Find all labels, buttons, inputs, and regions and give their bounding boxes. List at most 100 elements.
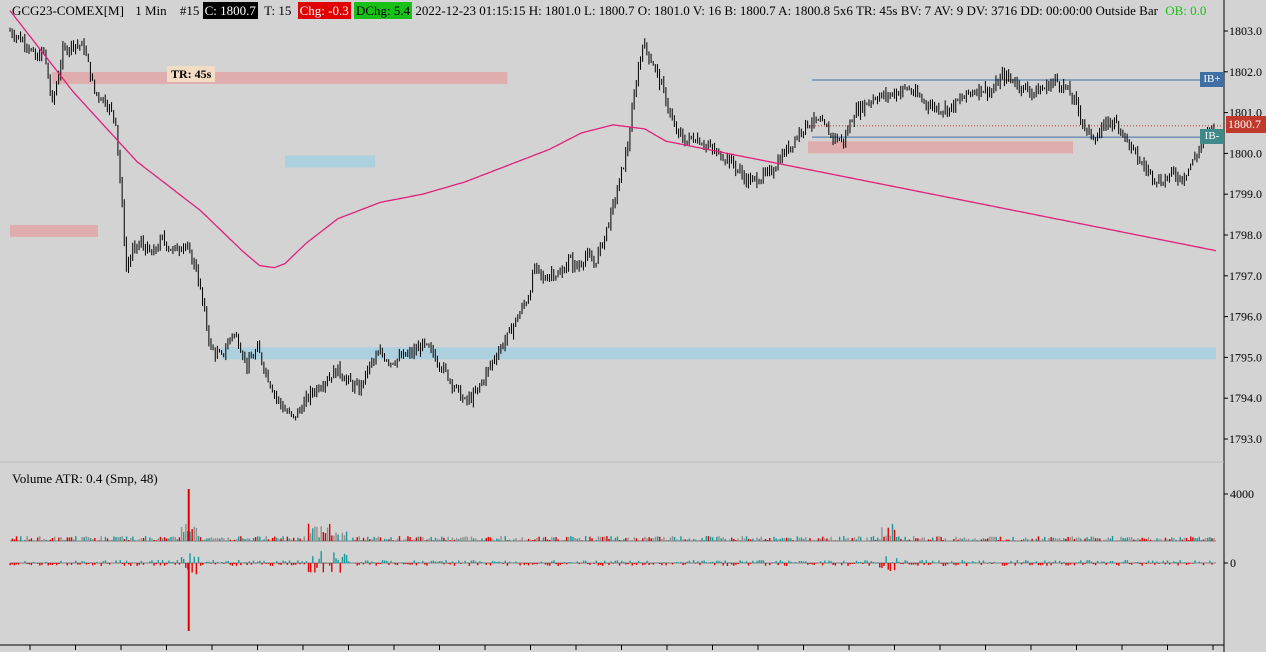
delta-bar <box>779 560 782 563</box>
delta-bar <box>775 560 777 563</box>
volume-bar <box>919 539 921 541</box>
last-price-tag: 1800.7 <box>1226 116 1266 133</box>
volume-bar <box>1152 540 1154 541</box>
delta-bar <box>432 560 435 563</box>
delta-bar <box>422 560 424 563</box>
delta-bar <box>1158 563 1160 564</box>
volume-bar <box>887 527 889 541</box>
volume-bar <box>32 540 35 541</box>
delta-bar <box>1003 563 1006 566</box>
volume-bar <box>735 540 737 541</box>
delta-bar <box>168 560 170 563</box>
volume-bar <box>132 536 134 541</box>
delta-bar <box>225 561 227 563</box>
volume-bar <box>980 539 983 541</box>
volume-bar <box>100 536 102 541</box>
volume-bar <box>680 536 682 541</box>
volume-bar <box>455 537 458 541</box>
delta-bar <box>496 562 498 563</box>
volume-bar <box>578 537 581 541</box>
volume-bar <box>1035 538 1038 541</box>
volume-bar <box>752 538 754 541</box>
delta-bar <box>1211 563 1213 565</box>
volume-bar <box>1118 540 1120 541</box>
delta-bar <box>75 560 77 563</box>
volume-bar <box>855 539 858 541</box>
delta-bar <box>1097 560 1099 563</box>
symbol-label[interactable]: GCG23-COMEX[M] <box>12 3 124 18</box>
volume-bar <box>225 540 227 541</box>
volume-bar <box>529 539 532 541</box>
volume-bar <box>392 540 394 541</box>
delta-bar <box>612 563 614 564</box>
delta-bar <box>1044 560 1046 563</box>
delta-bar <box>345 555 348 563</box>
delta-bar <box>1020 563 1023 565</box>
delta-bar <box>210 563 212 564</box>
delta-bar <box>730 563 733 565</box>
delta-bar <box>887 563 889 570</box>
volume-bar <box>345 531 348 541</box>
delta-bar <box>477 563 479 566</box>
volume-bar <box>284 540 286 541</box>
volume-bar <box>826 538 828 541</box>
delta-bar <box>163 563 166 566</box>
volume-bar <box>1145 539 1148 541</box>
delta-bar <box>358 563 361 565</box>
volume-bar <box>462 537 464 541</box>
volume-bar <box>1058 538 1061 541</box>
volume-bar <box>341 532 344 541</box>
delta-bar <box>980 563 983 566</box>
volume-bar <box>390 537 392 541</box>
volume-bar <box>216 537 219 541</box>
delta-bar <box>464 560 466 563</box>
interval-label[interactable]: 1 Min <box>135 3 167 18</box>
volume-bar <box>1105 539 1107 541</box>
volume-bar <box>221 537 223 541</box>
volume-bar <box>400 540 403 541</box>
volume-bar <box>1192 537 1194 541</box>
volume-bar <box>218 538 221 541</box>
volume-bar <box>798 537 801 541</box>
volume-bar <box>413 539 416 541</box>
delta-bar <box>453 563 456 566</box>
volume-bar <box>51 537 54 541</box>
delta-bar <box>771 562 773 563</box>
volume-bar <box>999 536 1002 541</box>
volume-bar <box>699 540 701 541</box>
delta-bar <box>1033 562 1035 563</box>
delta-bar <box>635 563 638 566</box>
delta-bar <box>415 563 418 566</box>
volume-bar <box>322 532 325 541</box>
volume-bar <box>673 537 676 541</box>
volume-bar <box>1107 537 1109 541</box>
delta-bar <box>1006 563 1008 566</box>
delta-bar <box>375 563 377 566</box>
delta-bar <box>17 563 20 565</box>
volume-bar <box>339 540 341 541</box>
volume-bar <box>362 537 365 541</box>
delta-bar <box>785 563 788 566</box>
tr-annotation: TR: 45s <box>167 66 216 82</box>
delta-bar <box>125 560 128 563</box>
volume-bar <box>610 536 612 541</box>
volume-bar <box>777 539 779 541</box>
volume-bar <box>851 537 853 541</box>
delta-bar <box>881 563 883 569</box>
delta-bar <box>758 560 760 563</box>
volume-bar <box>733 538 735 541</box>
volume-bar <box>172 536 174 541</box>
volume-bar <box>819 538 822 541</box>
delta-bar <box>1187 563 1190 565</box>
dchange-badge: DChg: 5.4 <box>353 2 413 19</box>
delta-bar <box>293 563 295 565</box>
y-tick-label: 1793.0 <box>1229 432 1262 446</box>
volume-bar <box>750 539 752 541</box>
delta-bar <box>868 563 870 566</box>
delta-bar <box>741 561 743 563</box>
delta-bar <box>271 563 274 566</box>
volume-bar <box>240 536 242 541</box>
delta-bar <box>360 562 363 563</box>
volume-bar <box>1063 538 1065 541</box>
